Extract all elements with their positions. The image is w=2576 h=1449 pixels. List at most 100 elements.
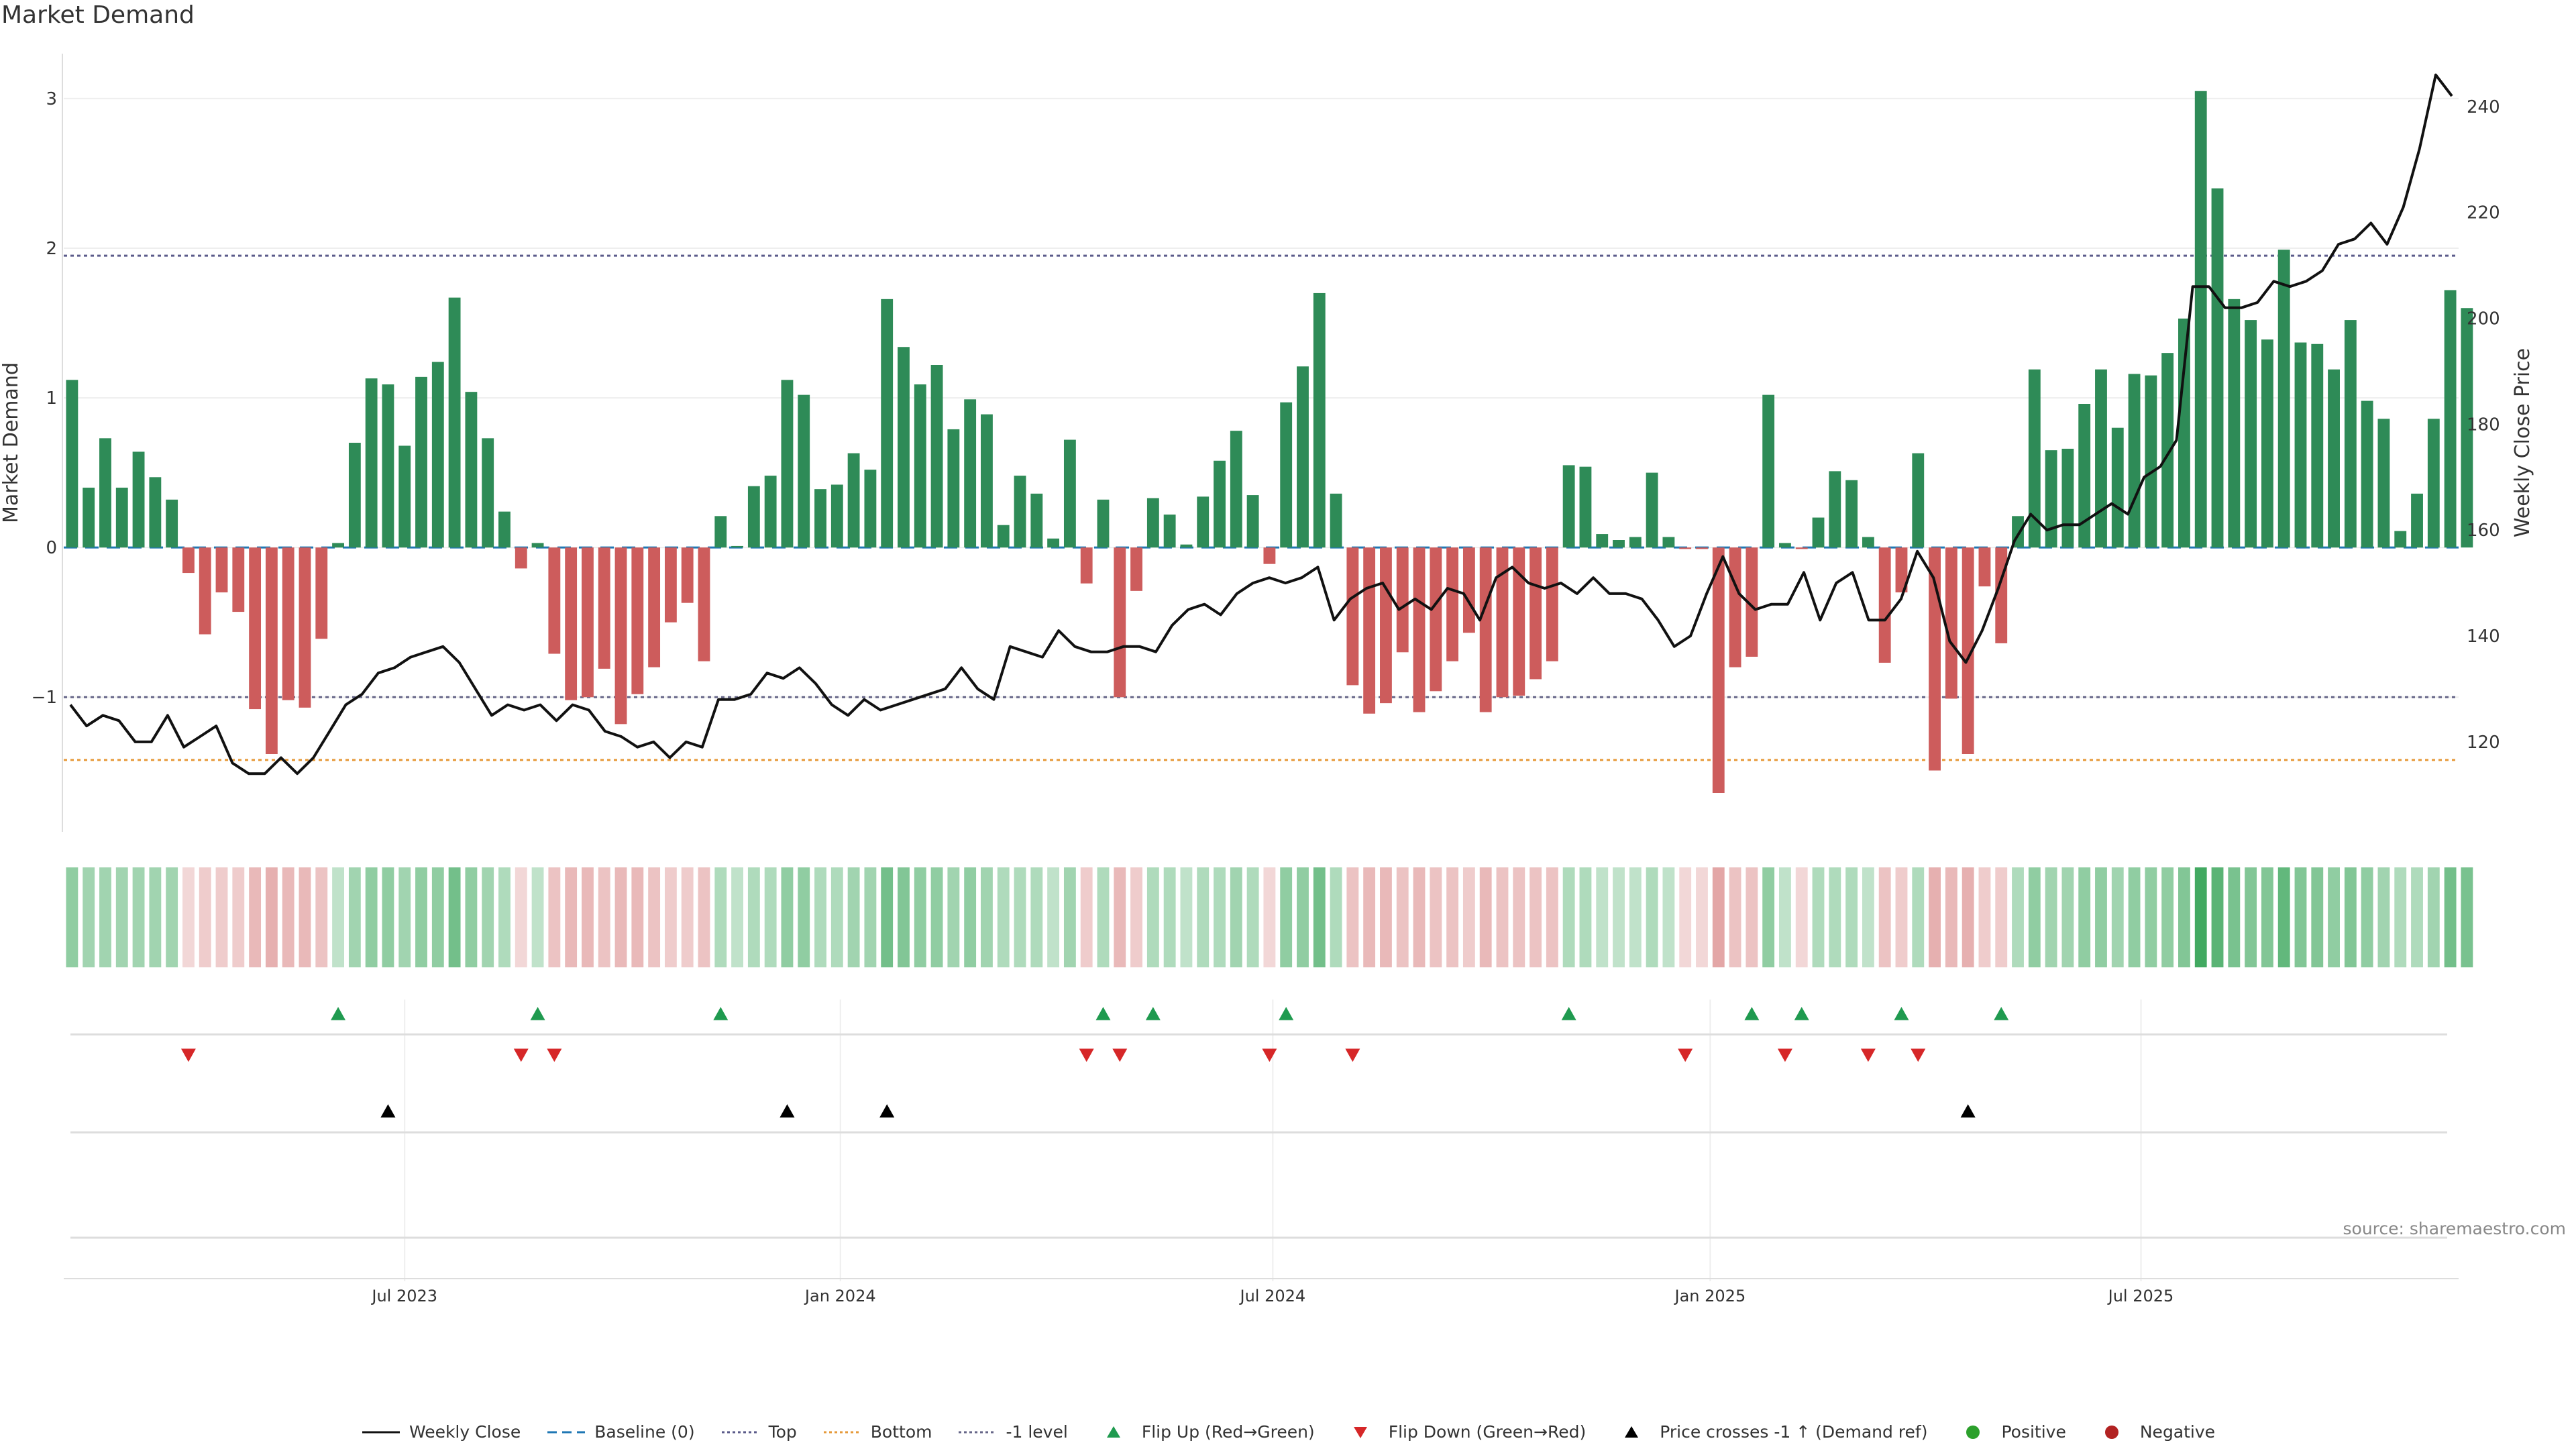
flip-down-marker	[1262, 1049, 1277, 1062]
demand-bar	[1297, 366, 1309, 547]
heatmap-cell	[1662, 867, 1674, 967]
legend-label: Positive	[2001, 1422, 2065, 1442]
heatmap-cell	[465, 867, 477, 967]
heatmap-cell	[449, 867, 461, 967]
heatmap-cell	[2428, 867, 2440, 967]
heatmap-cell	[1430, 867, 1442, 967]
heatmap-cell	[2345, 867, 2357, 967]
demand-bar	[1879, 547, 1891, 663]
y-tick-right: 160	[2467, 521, 2500, 541]
demand-bar	[1546, 547, 1558, 661]
demand-bar	[1596, 534, 1608, 547]
heatmap-strip	[66, 867, 2473, 967]
legend-swatch	[1953, 1424, 1993, 1440]
heatmap-cell	[1813, 867, 1825, 967]
demand-bar	[1979, 547, 1991, 586]
demand-bar	[482, 438, 494, 547]
heatmap-cell	[665, 867, 677, 967]
demand-bar	[332, 543, 344, 547]
legend-label: -1 level	[1006, 1422, 1067, 1442]
demand-bar	[2228, 299, 2240, 547]
heatmap-cell	[1829, 867, 1841, 967]
heatmap-cell	[1064, 867, 1076, 967]
legend-item: Top	[720, 1422, 797, 1442]
demand-bar	[1397, 547, 1409, 652]
flip-up-marker	[331, 1007, 345, 1020]
heatmap-cell	[498, 867, 511, 967]
legend-item: Bottom	[822, 1422, 932, 1442]
legend-item: Negative	[2092, 1422, 2215, 1442]
demand-bar	[782, 380, 794, 547]
demand-bar	[199, 547, 211, 634]
demand-bar	[1247, 495, 1259, 547]
demand-bar	[1662, 537, 1674, 548]
heatmap-cell	[1014, 867, 1026, 967]
heatmap-cell	[1247, 867, 1259, 967]
heatmap-cell	[1762, 867, 1774, 967]
heatmap-cell	[382, 867, 394, 967]
y-tick-left: 3	[46, 89, 57, 109]
heatmap-cell	[748, 867, 760, 967]
x-tick-label: Jul 2023	[370, 1287, 437, 1305]
heatmap-cell	[1629, 867, 1642, 967]
heatmap-cell	[2161, 867, 2174, 967]
demand-bar	[1912, 453, 1924, 548]
heatmap-cell	[2278, 867, 2290, 967]
heatmap-cell	[2145, 867, 2157, 967]
heatmap-cell	[548, 867, 560, 967]
demand-bar	[1679, 547, 1691, 549]
x-tick-label: Jul 2025	[2107, 1287, 2174, 1305]
heatmap-cell	[698, 867, 710, 967]
demand-bar	[398, 445, 411, 547]
demand-bar	[2295, 343, 2307, 548]
flip-up-marker	[1562, 1007, 1576, 1020]
flip-up-marker	[1894, 1007, 1909, 1020]
cross-marker	[380, 1104, 395, 1118]
heatmap-cell	[1613, 867, 1625, 967]
demand-bar	[615, 547, 627, 724]
heatmap-cell	[2012, 867, 2024, 967]
demand-bar	[648, 547, 660, 667]
legend-item: Baseline (0)	[546, 1422, 694, 1442]
heatmap-cell	[216, 867, 228, 967]
heatmap-cell	[2178, 867, 2190, 967]
x-tick-label: Jan 2025	[1674, 1287, 1746, 1305]
heatmap-cell	[232, 867, 244, 967]
demand-bar	[914, 384, 926, 547]
flip-up-marker	[1994, 1007, 2008, 1020]
demand-bar	[798, 395, 810, 548]
heatmap-cell	[1346, 867, 1358, 967]
demand-bar	[1945, 547, 1957, 698]
flip-down-marker	[547, 1049, 561, 1062]
demand-bar	[2311, 344, 2323, 547]
demand-bar	[2261, 339, 2273, 547]
heatmap-cell	[83, 867, 95, 967]
heatmap-cell	[1546, 867, 1558, 967]
heatmap-cell	[149, 867, 161, 967]
flip-down-marker	[1345, 1049, 1360, 1062]
flip-down-marker	[514, 1049, 529, 1062]
heatmap-cell	[2112, 867, 2124, 967]
legend-label: Price crosses -1 ↑ (Demand ref)	[1660, 1422, 1927, 1442]
demand-bar	[2078, 404, 2090, 547]
heatmap-cell	[864, 867, 876, 967]
demand-bar	[1629, 537, 1642, 548]
heatmap-cell	[648, 867, 660, 967]
y-axis-label-right: Weekly Close Price	[2511, 348, 2534, 537]
demand-bar	[1280, 402, 1292, 547]
demand-bar	[1463, 547, 1475, 633]
heatmap-cell	[1413, 867, 1426, 967]
heatmap-cell	[1363, 867, 1375, 967]
heatmap-cell	[1879, 867, 1891, 967]
demand-bar	[366, 378, 378, 547]
demand-bar	[2245, 320, 2257, 547]
heatmap-cell	[598, 867, 610, 967]
demand-bar	[947, 429, 959, 547]
heatmap-cell	[1480, 867, 1492, 967]
legend-label: Bottom	[871, 1422, 932, 1442]
heatmap-cell	[1912, 867, 1924, 967]
heatmap-cell	[1380, 867, 1392, 967]
demand-bar	[1646, 473, 1658, 548]
heatmap-cell	[332, 867, 344, 967]
legend: Weekly Close Baseline (0) Top Bottom -1 leve…	[0, 1422, 2576, 1442]
